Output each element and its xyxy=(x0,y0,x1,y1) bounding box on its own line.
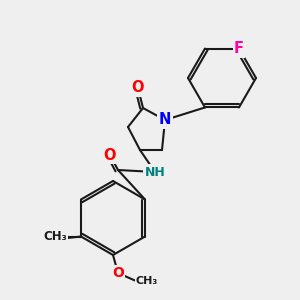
Text: F: F xyxy=(234,41,244,56)
Text: CH₃: CH₃ xyxy=(136,276,158,286)
Text: N: N xyxy=(159,112,171,128)
Text: O: O xyxy=(112,266,124,280)
Text: NH: NH xyxy=(145,166,165,178)
Text: O: O xyxy=(132,80,144,95)
Text: O: O xyxy=(104,148,116,163)
Text: CH₃: CH₃ xyxy=(43,230,67,243)
